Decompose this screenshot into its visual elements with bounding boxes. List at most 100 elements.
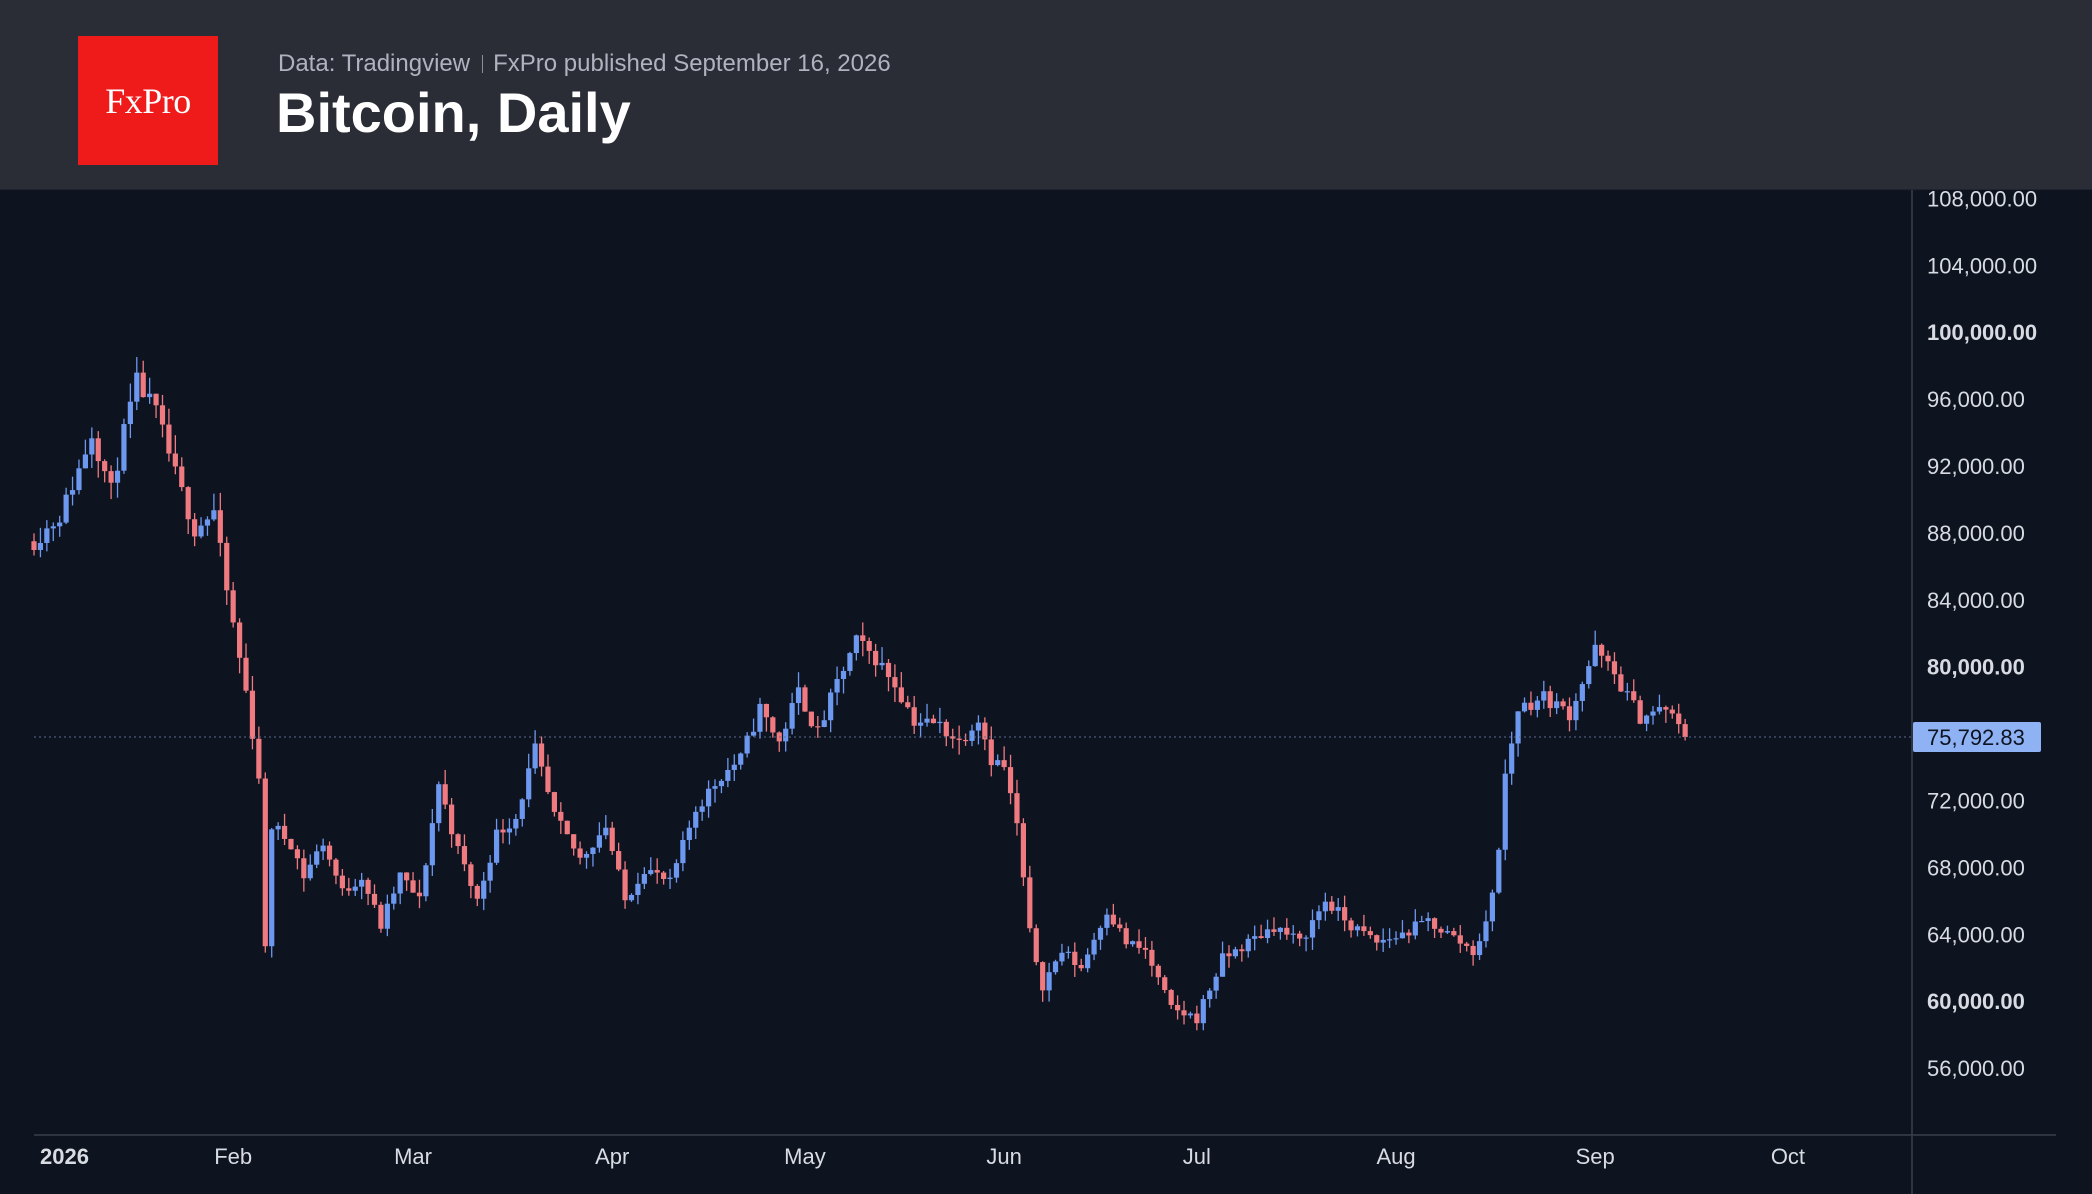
candle-up xyxy=(1232,949,1239,957)
candle-down xyxy=(1611,661,1618,675)
candle-up xyxy=(397,872,403,894)
candle-down xyxy=(1451,931,1457,936)
candle-down xyxy=(1669,709,1675,714)
candle-up xyxy=(1624,691,1630,693)
candle-down xyxy=(1631,691,1637,701)
candle-down xyxy=(763,703,770,718)
candle-down xyxy=(1605,655,1611,662)
candle-down xyxy=(1155,965,1161,978)
candle-up xyxy=(1207,990,1213,1000)
candle-down xyxy=(230,590,236,623)
candle-down xyxy=(577,848,583,858)
candle-down xyxy=(1470,945,1476,956)
candle-down xyxy=(339,875,345,889)
candle-up xyxy=(738,753,744,765)
candle-up xyxy=(526,768,532,800)
y-tick-label: 64,000.00 xyxy=(1927,922,2025,947)
candle-down xyxy=(808,711,814,727)
candle-down xyxy=(1682,724,1688,738)
candle-up xyxy=(596,835,602,848)
candle-up xyxy=(211,510,217,520)
candle-down xyxy=(1457,935,1463,944)
candle-up xyxy=(147,393,153,398)
candle-up xyxy=(879,662,885,666)
candle-down xyxy=(1014,793,1020,824)
y-tick-label: 84,000.00 xyxy=(1927,588,2025,613)
candle-up xyxy=(783,728,789,742)
candle-up xyxy=(937,721,943,724)
candle-down xyxy=(1078,964,1084,969)
x-tick-label: Apr xyxy=(595,1144,629,1169)
candle-up xyxy=(519,799,525,819)
candle-down xyxy=(866,640,872,651)
candle-down xyxy=(1239,949,1245,952)
candle-up xyxy=(1316,911,1322,921)
candle-down xyxy=(616,851,622,870)
candles-group xyxy=(31,357,1688,1031)
candle-up xyxy=(725,769,731,781)
y-tick-label: 92,000.00 xyxy=(1927,454,2025,479)
candle-down xyxy=(159,405,166,425)
candle-down xyxy=(461,846,468,865)
candle-down xyxy=(416,892,423,897)
candle-up xyxy=(667,877,673,879)
candle-up xyxy=(840,670,847,680)
candle-down xyxy=(564,820,570,835)
candle-up xyxy=(1656,707,1663,712)
candle-down xyxy=(1020,823,1026,878)
candle-down xyxy=(950,736,956,739)
candle-down xyxy=(1297,933,1303,939)
x-tick-label: Sep xyxy=(1576,1144,1615,1169)
candle-up xyxy=(757,703,763,732)
candle-up xyxy=(603,827,609,836)
candle-up xyxy=(1290,933,1296,935)
candle-up xyxy=(307,864,313,879)
candle-down xyxy=(1637,700,1643,724)
candle-up xyxy=(648,870,654,874)
candle-up xyxy=(828,692,834,721)
candle-down xyxy=(1676,713,1682,725)
candle-up xyxy=(641,873,647,884)
candle-up xyxy=(1573,700,1579,721)
x-tick-label: 2026 xyxy=(40,1144,89,1169)
candle-up xyxy=(1496,849,1502,893)
candle-up xyxy=(352,886,358,891)
candle-down xyxy=(551,792,557,812)
candle-down xyxy=(815,726,821,728)
candle-down xyxy=(1142,947,1149,950)
candle-up xyxy=(705,788,712,807)
candle-down xyxy=(538,743,545,767)
candle-down xyxy=(410,880,416,893)
candle-down xyxy=(654,870,660,873)
y-tick-label: 72,000.00 xyxy=(1927,788,2025,813)
candle-down xyxy=(1528,702,1534,710)
y-tick-label: 60,000.00 xyxy=(1927,989,2025,1014)
candle-up xyxy=(1541,691,1547,701)
candle-down xyxy=(371,893,378,905)
candle-up xyxy=(1245,938,1251,952)
candle-down xyxy=(956,738,962,740)
candle-down xyxy=(892,677,898,688)
candle-up xyxy=(481,880,487,899)
candle-up xyxy=(853,635,859,654)
candle-up xyxy=(1554,701,1560,709)
candle-up xyxy=(1130,941,1136,945)
candle-down xyxy=(1431,918,1438,929)
y-tick-label: 100,000.00 xyxy=(1927,320,2037,345)
candle-up xyxy=(69,490,76,495)
candle-down xyxy=(1599,644,1605,656)
candle-down xyxy=(1168,990,1174,1005)
candle-down xyxy=(326,845,333,860)
candle-down xyxy=(1618,674,1624,692)
candle-up xyxy=(1592,644,1598,667)
candle-down xyxy=(31,541,37,551)
x-tick-label: Mar xyxy=(394,1144,432,1169)
chart-meta: Data: Tradingview FxPro published Septemb… xyxy=(278,50,891,78)
candle-up xyxy=(1322,901,1328,912)
candle-down xyxy=(217,510,223,543)
candle-up xyxy=(134,372,140,402)
candle-down xyxy=(455,834,461,847)
candle-down xyxy=(166,424,172,454)
candle-up xyxy=(821,720,827,727)
meta-separator xyxy=(482,55,484,73)
